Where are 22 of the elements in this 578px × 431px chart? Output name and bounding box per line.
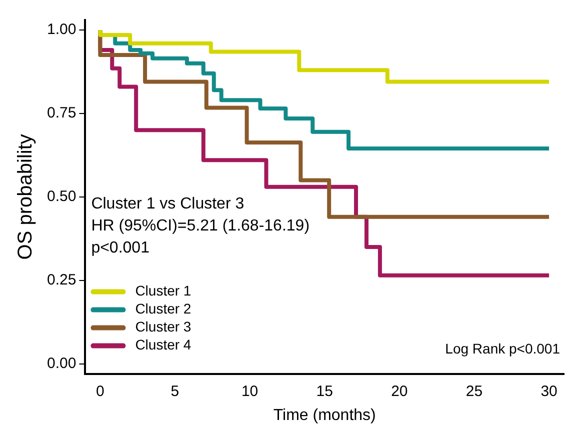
legend-label: Cluster 1 [135,282,192,299]
y-tick-label: 0.00 [46,354,76,372]
y-tick-label: 0.25 [46,271,76,288]
x-tick-label: 20 [391,382,408,400]
x-axis-title: Time (months) [273,406,376,424]
y-tick-label: 0.75 [46,104,76,122]
legend-label: Cluster 2 [135,300,192,317]
y-tick-label: 0.50 [46,188,76,206]
legend-label: Cluster 4 [135,336,192,353]
x-tick-label: 30 [540,382,558,400]
x-tick-label: 5 [170,382,180,400]
y-tick-label: 1.00 [46,21,76,38]
annotation: Cluster 1 vs Cluster 3 [91,195,244,212]
y-axis-title: OS probability [14,134,37,260]
annotation: Log Rank p<0.001 [445,340,560,357]
legend-label: Cluster 3 [135,318,192,335]
annotation: p<0.001 [91,239,150,256]
annotation: HR (95%CI)=5.21 (1.68-16.19) [91,217,310,234]
x-tick-label: 25 [466,382,483,400]
x-tick-label: 15 [316,382,333,400]
x-tick-label: 0 [96,382,104,400]
x-tick-label: 10 [241,382,258,400]
